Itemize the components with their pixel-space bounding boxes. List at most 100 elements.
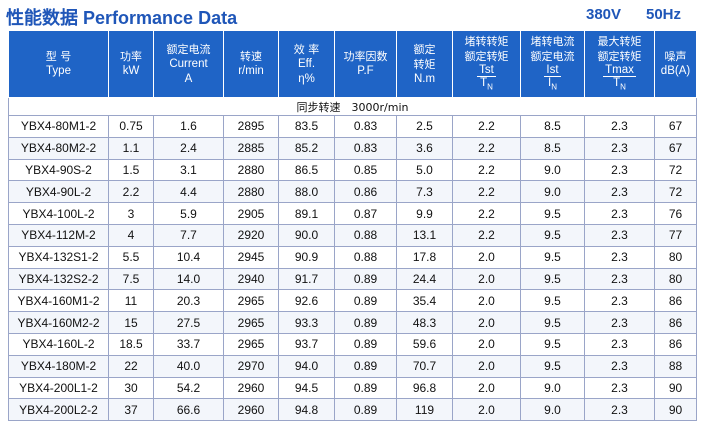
table-cell: 3.1	[153, 158, 224, 182]
table-cell: 9.0	[520, 180, 585, 204]
table-cell: 67	[654, 136, 697, 160]
table-row: YBX4-112M-2 4 7.7 2920 90.0 0.88 13.1 2.2 9.5 2.3…	[8, 223, 697, 247]
table-cell: 2.3	[584, 115, 655, 138]
table-cell: 5.0	[396, 158, 453, 182]
table-cell: 59.6	[396, 332, 453, 356]
table-cell: 5.5	[108, 245, 154, 269]
table-cell: YBX4-160L-2	[8, 332, 109, 356]
table-cell: 91.7	[278, 267, 335, 291]
table-cell: 48.3	[396, 311, 453, 334]
table-cell: 2965	[223, 289, 279, 313]
table-row: YBX4-160L-2 18.5 33.7 2965 93.7 0.89 59.6 2.0 9.…	[8, 332, 697, 356]
table-cell: 80	[654, 267, 697, 291]
table-cell: 1.6	[153, 115, 224, 138]
table-cell: 92.6	[278, 289, 335, 313]
col-efficiency: 效 率 Eff. η%	[278, 30, 335, 98]
table-row: YBX4-200L2-2 37 66.6 2960 94.8 0.89 119 2.0 9.0 2…	[8, 398, 697, 422]
table-cell: 0.89	[334, 398, 397, 422]
table-cell: YBX4-132S2-2	[8, 267, 109, 291]
table-row: YBX4-90S-2 1.5 3.1 2880 86.5 0.85 5.0 2.2 9.0 2.3…	[8, 158, 697, 182]
table-cell: YBX4-90S-2	[8, 158, 109, 182]
table-cell: 2.5	[396, 115, 453, 138]
table-cell: 9.5	[520, 245, 585, 269]
table-cell: 35.4	[396, 289, 453, 313]
table-cell: YBX4-200L2-2	[8, 398, 109, 422]
table-cell: YBX4-90L-2	[8, 180, 109, 204]
table-cell: 0.89	[334, 332, 397, 356]
table-cell: 86	[654, 332, 697, 356]
table-cell: 0.83	[334, 136, 397, 160]
table-cell: 86	[654, 311, 697, 334]
table-cell: 2.3	[584, 180, 655, 204]
page-title: 性能数据 Performance Data	[6, 4, 237, 30]
table-cell: 90	[654, 376, 697, 400]
col-max-torque-ratio: 最大转矩 额定转矩 Tmax TN	[584, 30, 655, 98]
table-cell: 2940	[223, 267, 279, 291]
table-cell: 33.7	[153, 332, 224, 356]
table-cell: 72	[654, 158, 697, 182]
table-cell: 66.6	[153, 398, 224, 422]
table-cell: 17.8	[396, 245, 453, 269]
table-cell: 10.4	[153, 245, 224, 269]
table-cell: 2.2	[452, 158, 521, 182]
title-bar: 性能数据 Performance Data 380V 50Hz	[0, 0, 708, 30]
table-cell: 1.1	[108, 136, 154, 160]
table-cell: YBX4-180M-2	[8, 354, 109, 378]
table-cell: 0.88	[334, 223, 397, 247]
table-cell: 2945	[223, 245, 279, 269]
table-cell: 2.0	[452, 376, 521, 400]
table-cell: 2885	[223, 136, 279, 160]
table-cell: 83.5	[278, 115, 335, 138]
table-cell: 1.5	[108, 158, 154, 182]
table-cell: 9.5	[520, 267, 585, 291]
table-cell: YBX4-160M1-2	[8, 289, 109, 313]
table-cell: 2.0	[452, 311, 521, 334]
table-cell: 2.3	[584, 223, 655, 247]
table-cell: YBX4-112M-2	[8, 223, 109, 247]
table-cell: 70.7	[396, 354, 453, 378]
table-cell: 2.2	[452, 180, 521, 204]
table-cell: 77	[654, 223, 697, 247]
table-cell: YBX4-160M2-2	[8, 311, 109, 334]
table-cell: 13.1	[396, 223, 453, 247]
table-cell: 2965	[223, 311, 279, 334]
table-cell: 9.5	[520, 354, 585, 378]
table-cell: 18.5	[108, 332, 154, 356]
table-cell: 22	[108, 354, 154, 378]
table-cell: 90	[654, 398, 697, 422]
table-cell: 9.5	[520, 289, 585, 313]
title-zh: 性能数据	[6, 8, 78, 29]
table-row: YBX4-160M1-2 11 20.3 2965 92.6 0.89 35.4 2.0 9.5…	[8, 289, 697, 313]
table-cell: 0.89	[334, 376, 397, 400]
table-cell: YBX4-80M1-2	[8, 115, 109, 138]
table-cell: 88	[654, 354, 697, 378]
col-power: 功率 kW	[108, 30, 154, 98]
table-cell: 8.5	[520, 115, 585, 138]
table-cell: 90.9	[278, 245, 335, 269]
group-row: 同步转速 3000r/min	[8, 97, 697, 116]
col-power-factor: 功率因数 P.F	[334, 30, 397, 98]
table-cell: 14.0	[153, 267, 224, 291]
performance-table: 型 号 Type 功率 kW 额定电流 Current A 转速 r/min 效…	[8, 30, 697, 422]
col-noise: 噪声 dB(A)	[654, 30, 697, 98]
table-cell: 80	[654, 245, 697, 269]
table-cell: 5.9	[153, 202, 224, 225]
table-cell: 2880	[223, 158, 279, 182]
table-cell: 2.2	[452, 202, 521, 225]
table-cell: 94.0	[278, 354, 335, 378]
frequency-label: 50Hz	[646, 6, 682, 23]
col-locked-current-ratio: 堵转电流 额定电流 Ist IN	[520, 30, 585, 98]
table-cell: 40.0	[153, 354, 224, 378]
table-cell: 0.88	[334, 245, 397, 269]
table-cell: 27.5	[153, 311, 224, 334]
table-row: YBX4-200L1-2 30 54.2 2960 94.5 0.89 96.8 2.0 9.0…	[8, 376, 697, 400]
fraction-tmax-tn: Tmax TN	[603, 64, 636, 92]
table-cell: 89.1	[278, 202, 335, 225]
table-row: YBX4-90L-2 2.2 4.4 2880 88.0 0.86 7.3 2.2 9.0 2.3…	[8, 180, 697, 204]
table-cell: 2.0	[452, 267, 521, 291]
col-speed: 转速 r/min	[223, 30, 279, 98]
table-cell: 85.2	[278, 136, 335, 160]
table-row: YBX4-80M1-2 0.75 1.6 2895 83.5 0.83 2.5 2.2 8.5 2…	[8, 115, 697, 138]
table-cell: 2960	[223, 376, 279, 400]
table-cell: 15	[108, 311, 154, 334]
